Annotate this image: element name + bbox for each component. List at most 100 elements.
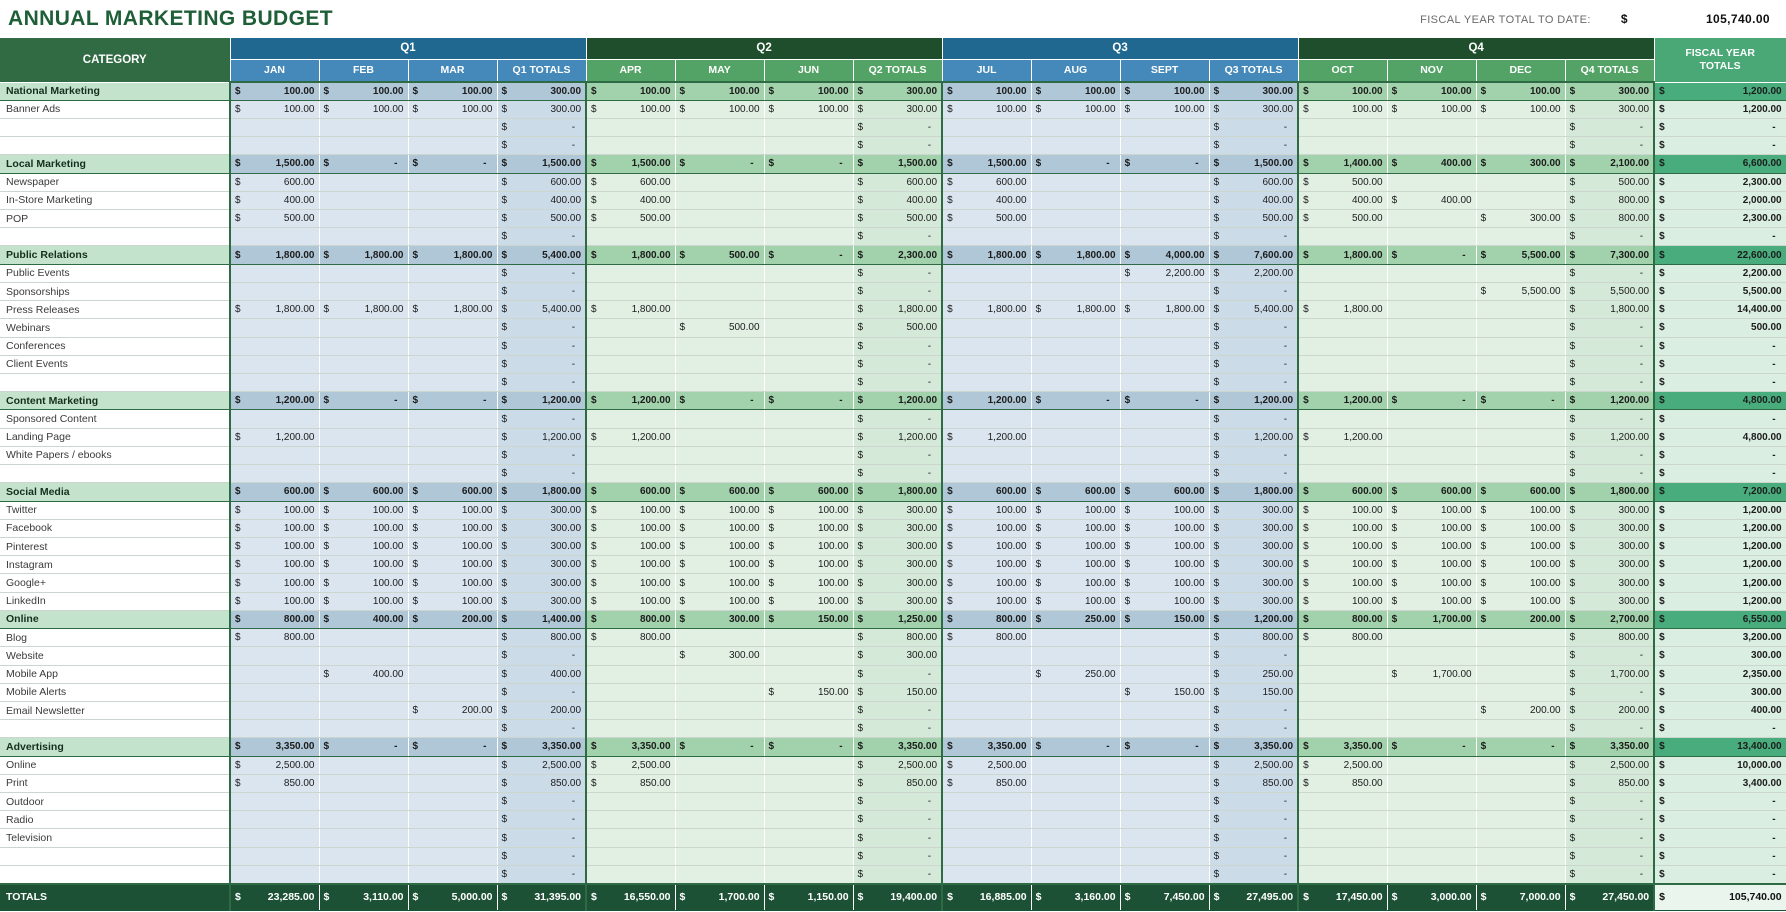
data-cell[interactable]: $100.00 (1476, 519, 1566, 538)
data-cell[interactable]: $1,200.00 (1297, 428, 1388, 447)
data-cell[interactable] (1387, 318, 1477, 338)
data-cell[interactable]: $100.00 (764, 81, 854, 101)
data-cell[interactable] (764, 701, 854, 721)
data-cell[interactable]: $1,200.00 (1297, 391, 1388, 411)
data-cell[interactable]: $1,800.00 (1297, 245, 1388, 265)
month-header[interactable]: OCT (1298, 59, 1388, 83)
data-cell[interactable] (1031, 118, 1121, 138)
data-cell[interactable] (229, 646, 320, 666)
data-cell[interactable]: $ - (1209, 355, 1299, 375)
data-cell[interactable] (585, 810, 676, 830)
data-cell[interactable]: $ - (1031, 737, 1121, 757)
row-label-cell[interactable]: Print (0, 774, 231, 794)
data-cell[interactable] (1120, 810, 1210, 830)
data-cell[interactable]: $150.00 (1120, 683, 1210, 702)
data-cell[interactable] (764, 209, 854, 229)
row-label-cell[interactable]: Television (0, 828, 231, 848)
data-cell[interactable]: $800.00 (585, 628, 676, 648)
data-cell[interactable]: $100.00 (1476, 592, 1566, 611)
data-cell[interactable]: $600.00 (497, 173, 587, 192)
data-cell[interactable] (229, 719, 320, 739)
data-cell[interactable]: $100.00 (319, 81, 409, 101)
data-cell[interactable] (229, 337, 320, 356)
data-cell[interactable]: $ - (1209, 646, 1299, 666)
quarter-total-header[interactable]: Q4 TOTALS (1565, 59, 1655, 83)
data-cell[interactable] (941, 355, 1032, 375)
data-cell[interactable]: $600.00 (675, 482, 765, 502)
data-cell[interactable]: $100.00 (408, 81, 498, 101)
data-cell[interactable] (1031, 355, 1121, 375)
data-cell[interactable] (1476, 810, 1566, 830)
data-cell[interactable] (1387, 409, 1477, 429)
data-cell[interactable] (764, 719, 854, 739)
row-label-cell[interactable]: Online (0, 756, 231, 775)
data-cell[interactable]: $100.00 (1387, 81, 1477, 101)
data-cell[interactable]: $100.00 (1297, 555, 1388, 575)
data-cell[interactable] (764, 118, 854, 138)
data-cell[interactable]: $100.00 (585, 592, 676, 611)
data-cell[interactable]: $400.00 (1297, 191, 1388, 211)
data-cell[interactable]: $7,450.00 (1120, 882, 1210, 912)
data-cell[interactable] (229, 665, 320, 684)
row-label-cell[interactable]: Website (0, 646, 231, 666)
data-cell[interactable]: $1,200.00 (1653, 81, 1786, 101)
data-cell[interactable]: $ - (1209, 318, 1299, 338)
data-cell[interactable]: $150.00 (764, 683, 854, 702)
data-cell[interactable]: $ - (853, 136, 943, 156)
data-cell[interactable]: $ - (408, 391, 498, 411)
data-cell[interactable]: $100.00 (764, 100, 854, 119)
data-cell[interactable]: $2,500.00 (585, 756, 676, 775)
data-cell[interactable]: $100.00 (1297, 100, 1388, 119)
data-cell[interactable] (408, 409, 498, 429)
data-cell[interactable]: $ - (1565, 683, 1655, 702)
data-cell[interactable]: $ - (1565, 355, 1655, 375)
data-cell[interactable] (319, 264, 409, 283)
data-cell[interactable] (1031, 409, 1121, 429)
data-cell[interactable]: $100.00 (764, 537, 854, 557)
data-cell[interactable]: $1,200.00 (1565, 391, 1655, 411)
data-cell[interactable] (1297, 865, 1388, 885)
data-cell[interactable] (941, 264, 1032, 283)
data-cell[interactable]: $100.00 (1387, 537, 1477, 557)
data-cell[interactable]: $2,500.00 (497, 756, 587, 775)
data-cell[interactable]: $1,200.00 (585, 428, 676, 447)
data-cell[interactable]: $1,800.00 (319, 300, 409, 320)
data-cell[interactable]: $1,200.00 (941, 428, 1032, 447)
data-cell[interactable]: $ - (1653, 865, 1786, 885)
data-cell[interactable] (319, 719, 409, 739)
data-cell[interactable]: $ - (1565, 847, 1655, 866)
data-cell[interactable] (1031, 264, 1121, 283)
data-cell[interactable]: $3,350.00 (497, 737, 587, 757)
data-cell[interactable]: $1,800.00 (408, 245, 498, 265)
data-cell[interactable]: $600.00 (319, 482, 409, 502)
row-label-cell[interactable]: Email Newsletter (0, 701, 231, 721)
row-label-cell[interactable]: Pinterest (0, 537, 231, 557)
category-column-header[interactable]: CATEGORY (0, 38, 231, 83)
data-cell[interactable] (319, 646, 409, 666)
data-cell[interactable]: $100.00 (675, 81, 765, 101)
data-cell[interactable]: $1,800.00 (1120, 300, 1210, 320)
data-cell[interactable]: $400.00 (853, 191, 943, 211)
data-cell[interactable]: $500.00 (941, 209, 1032, 229)
data-cell[interactable] (585, 646, 676, 666)
data-cell[interactable] (764, 318, 854, 338)
data-cell[interactable]: $ - (1565, 828, 1655, 848)
data-cell[interactable] (408, 847, 498, 866)
data-cell[interactable] (1031, 318, 1121, 338)
data-cell[interactable] (1031, 136, 1121, 156)
data-cell[interactable]: $800.00 (1209, 628, 1299, 648)
data-cell[interactable] (1031, 701, 1121, 721)
data-cell[interactable] (229, 264, 320, 283)
data-cell[interactable]: $300.00 (497, 573, 587, 593)
data-cell[interactable]: $800.00 (585, 609, 676, 630)
data-cell[interactable]: $ - (1653, 446, 1786, 466)
data-cell[interactable]: $ - (1653, 792, 1786, 812)
data-cell[interactable]: $100.00 (319, 501, 409, 520)
row-label-cell[interactable] (0, 373, 231, 393)
data-cell[interactable] (1476, 792, 1566, 812)
data-cell[interactable]: $100.00 (1476, 100, 1566, 119)
data-cell[interactable] (1476, 628, 1566, 648)
data-cell[interactable] (229, 701, 320, 721)
data-cell[interactable]: $3,350.00 (1209, 737, 1299, 757)
data-cell[interactable] (1387, 701, 1477, 721)
